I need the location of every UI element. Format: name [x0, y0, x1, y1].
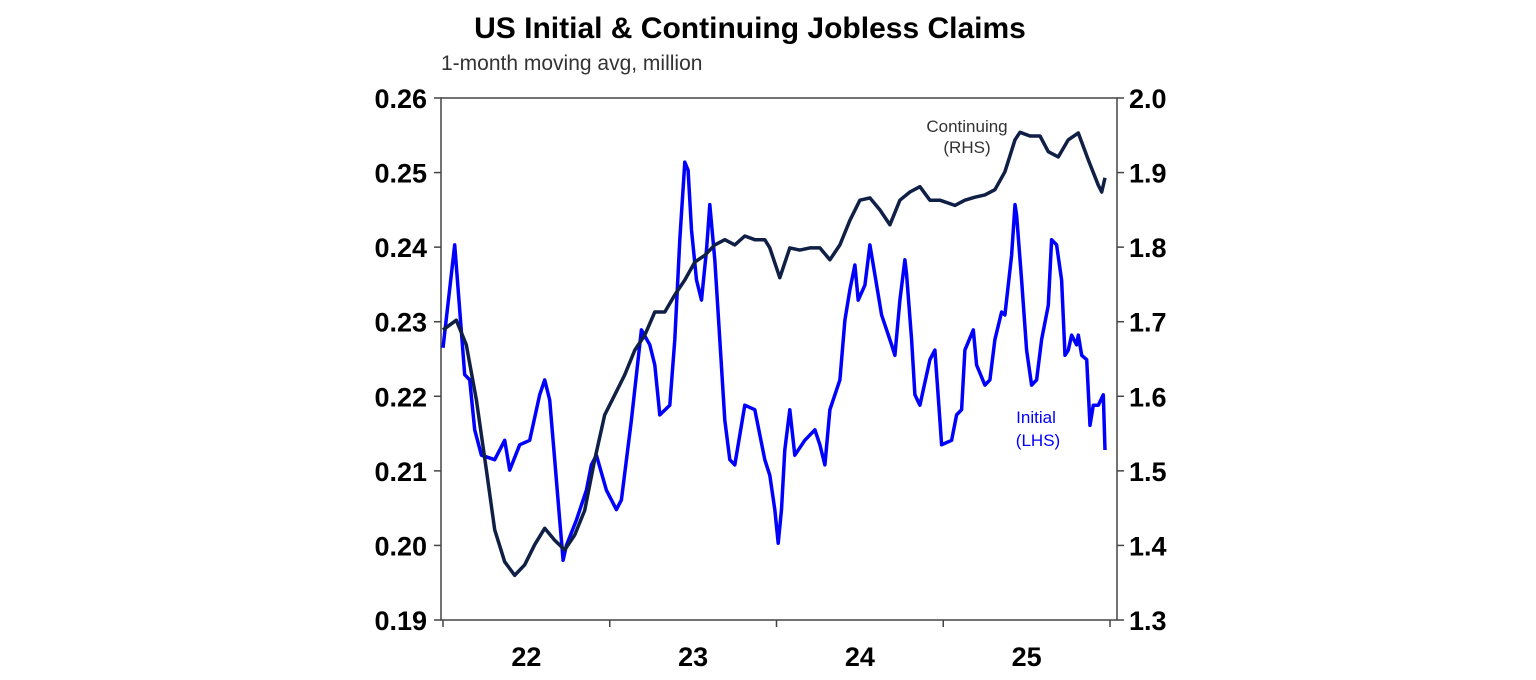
- initial-claims-line: [441, 160, 1107, 563]
- plot-frame: [440, 97, 1118, 621]
- right-y-tick-label: 1.3: [1129, 606, 1167, 636]
- left-y-tick-label: 0.21: [374, 457, 427, 487]
- continuing-claims-line: [441, 130, 1107, 578]
- chart-title: US Initial & Continuing Jobless Claims: [474, 12, 1026, 45]
- x-tick-label: 25: [1012, 642, 1042, 672]
- left-y-tick-label: 0.24: [374, 233, 427, 263]
- left-y-tick-label: 0.25: [374, 159, 427, 189]
- initial-series-label: Initial: [1016, 408, 1056, 427]
- right-y-tick-label: 1.4: [1129, 531, 1167, 561]
- x-tick-label: 23: [678, 642, 708, 672]
- right-y-tick-label: 1.5: [1129, 457, 1167, 487]
- initial-series-label-axis: (LHS): [1016, 431, 1060, 450]
- x-tick-label: 24: [845, 642, 875, 672]
- left-y-tick-label: 0.26: [374, 84, 427, 114]
- continuing-series-label: Continuing: [926, 117, 1007, 136]
- left-y-tick-label: 0.19: [374, 606, 427, 636]
- right-y-tick-label: 1.9: [1129, 159, 1167, 189]
- continuing-series-label-axis: (RHS): [943, 138, 990, 157]
- left-y-tick-label: 0.22: [374, 382, 427, 412]
- right-y-tick-label: 1.6: [1129, 382, 1167, 412]
- x-tick-label: 22: [511, 642, 541, 672]
- left-y-tick-label: 0.23: [374, 308, 427, 338]
- chart-subtitle: 1-month moving avg, million: [441, 52, 702, 75]
- right-y-tick-label: 1.7: [1129, 308, 1167, 338]
- right-y-tick-label: 2.0: [1129, 84, 1167, 114]
- right-y-tick-label: 1.8: [1129, 233, 1167, 263]
- left-y-tick-label: 0.20: [374, 531, 427, 561]
